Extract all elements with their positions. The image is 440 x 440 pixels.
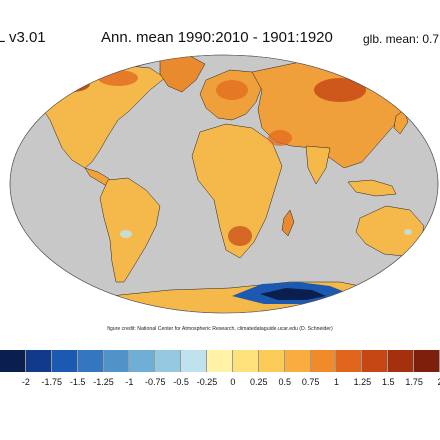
cool-spot-south-america: [120, 230, 132, 238]
colorbar-segment: [155, 350, 182, 372]
colorbar-segment: [181, 350, 207, 372]
colorbar-tick-label: 0.75: [301, 377, 320, 387]
africa: [191, 123, 283, 259]
warm-spot-alaska: [54, 76, 90, 92]
figure-credit: figure credit: National Center for Atmos…: [107, 326, 333, 332]
colorbar-segment: [362, 350, 389, 372]
colorbar-tick-label: -1: [125, 377, 134, 387]
colorbar-tick-label: -1.25: [93, 377, 114, 387]
colorbar-tick-label: 2: [437, 377, 440, 387]
colorbar-tick-label: -1.5: [69, 377, 86, 387]
colorbar-tick-label: 0.25: [250, 377, 268, 387]
colorbar-tick-label: 1.75: [405, 377, 423, 387]
warm-spot-siberia: [314, 78, 366, 102]
map-title: Ann. mean 1990:2010 - 1901:1920: [101, 29, 333, 46]
colorbar-segment: [77, 350, 104, 372]
madagascar: [281, 209, 295, 237]
colorbar-tick-label: 1.5: [381, 377, 395, 387]
colorbar-segment: [284, 350, 311, 372]
colorbar-segment: [25, 350, 52, 372]
warm-spot-middle-east: [268, 130, 292, 146]
colorbar-tick-label: 0: [230, 377, 236, 387]
colorbar-segment: [414, 350, 440, 372]
greenland: [159, 55, 206, 93]
indonesia: [347, 179, 397, 197]
dataset-title: L v3.01: [0, 29, 46, 46]
colorbar-segment: [103, 350, 130, 372]
colorbar-tick-label: 1: [333, 377, 339, 387]
south-america: [99, 177, 161, 283]
warm-spot-southern-africa: [228, 226, 252, 246]
colorbar-segment: [258, 350, 285, 372]
colorbar-tick-label: -1.75: [41, 377, 63, 387]
colorbar-segment: [388, 350, 414, 372]
colorbar-segment: [0, 350, 26, 372]
antarctica-cooling-core: [260, 288, 326, 300]
colorbar-segment: [310, 350, 337, 372]
colorbar: [0, 350, 440, 372]
colorbar-segment: [51, 350, 78, 372]
warm-spot-europe: [216, 80, 248, 100]
colorbar-tick-label: -2: [21, 377, 30, 387]
colorbar-segment: [336, 350, 363, 372]
colorbar-segment: [232, 350, 259, 372]
warm-spot-canada: [98, 70, 138, 86]
colorbar-segment: [207, 350, 233, 372]
colorbar-tick-label: 1.25: [353, 377, 372, 387]
global-mean-label: glb. mean: 0.7: [363, 32, 440, 46]
colorbar-tick-label: 0.5: [278, 377, 291, 387]
colorbar-tick-label: -0.5: [173, 377, 189, 387]
colorbar-tick-label: -0.25: [196, 377, 218, 387]
colorbar-segment: [129, 350, 156, 372]
cool-spot-australia: [404, 229, 412, 235]
india: [305, 145, 331, 185]
new-zealand: [429, 249, 438, 273]
world-temperature-map: [9, 54, 439, 314]
colorbar-tick-label: -0.75: [145, 377, 166, 387]
